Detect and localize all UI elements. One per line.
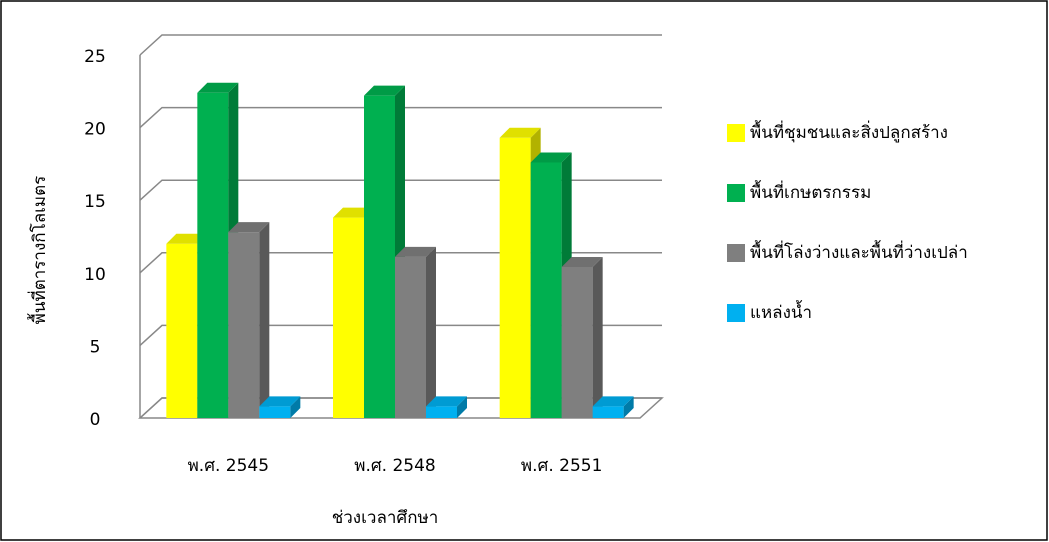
bar-front [561,266,593,418]
grid-line [139,324,662,346]
bar-top [499,127,541,138]
grid-line [139,179,662,201]
y-tick-label: 15 [84,192,106,212]
bar-side [426,246,436,418]
bar-front [197,92,229,418]
bar-front [530,162,562,418]
grid-line [139,397,662,419]
bar-front [333,217,364,418]
bar-top [333,207,374,218]
x-tick-label: พ.ศ. 2551 [521,456,602,476]
y-tick-label: 10 [84,265,106,285]
bar [592,396,634,418]
bar-top [166,233,208,244]
bar-top [426,396,467,407]
bar-front [364,95,395,418]
y-tick-label: 25 [84,47,106,67]
bar-front [228,232,260,418]
bar-side [259,222,270,418]
bar [561,256,603,418]
bar-top [561,256,603,267]
legend-label: พื้นที่เกษตรกรรม [750,180,871,203]
y-axis-label: พื้นที่ตารางกิโลเมตร [27,176,50,325]
legend-swatch [727,184,745,202]
bar-front [395,256,426,418]
bar [395,246,436,418]
y-tick-label: 5 [90,337,101,357]
bar-side [290,396,301,418]
x-tick-label: พ.ศ. 2548 [354,456,435,476]
bar-side [457,396,467,418]
bar-front [426,406,457,418]
legend-swatch [727,124,745,142]
bar-front [166,243,198,418]
bar-top [395,246,436,257]
bar-front [259,406,291,418]
legend-swatch [727,244,745,262]
grid-line [139,34,662,56]
legend-label: พื้นที่ชุมชนและสิ่งปลูกสร้าง [750,120,948,143]
bar-front [592,406,624,418]
grid-line [139,106,662,129]
y-tick-label: 20 [84,120,106,140]
bar [228,222,270,418]
legend-label: พื้นที่โล่งว่างและพื้นที่ว่างเปล่า [750,240,968,263]
bar-top [197,82,239,93]
grid-line [139,252,662,274]
bar-top [530,152,572,163]
bar-top [364,85,405,96]
bar-top [592,396,634,407]
bar [426,396,467,418]
x-axis-label: ช่วงเวลาศึกษา [332,508,439,528]
y-tick-label: 0 [90,410,101,430]
bar-top [228,222,270,233]
bar-side [623,396,634,418]
bar [259,396,301,418]
bar-side [592,256,603,418]
bar-front [499,137,531,418]
legend-swatch [727,304,745,322]
x-tick-label: พ.ศ. 2545 [188,456,269,476]
bar-top [259,396,301,407]
legend-label: แหล่งน้ำ [750,300,812,323]
